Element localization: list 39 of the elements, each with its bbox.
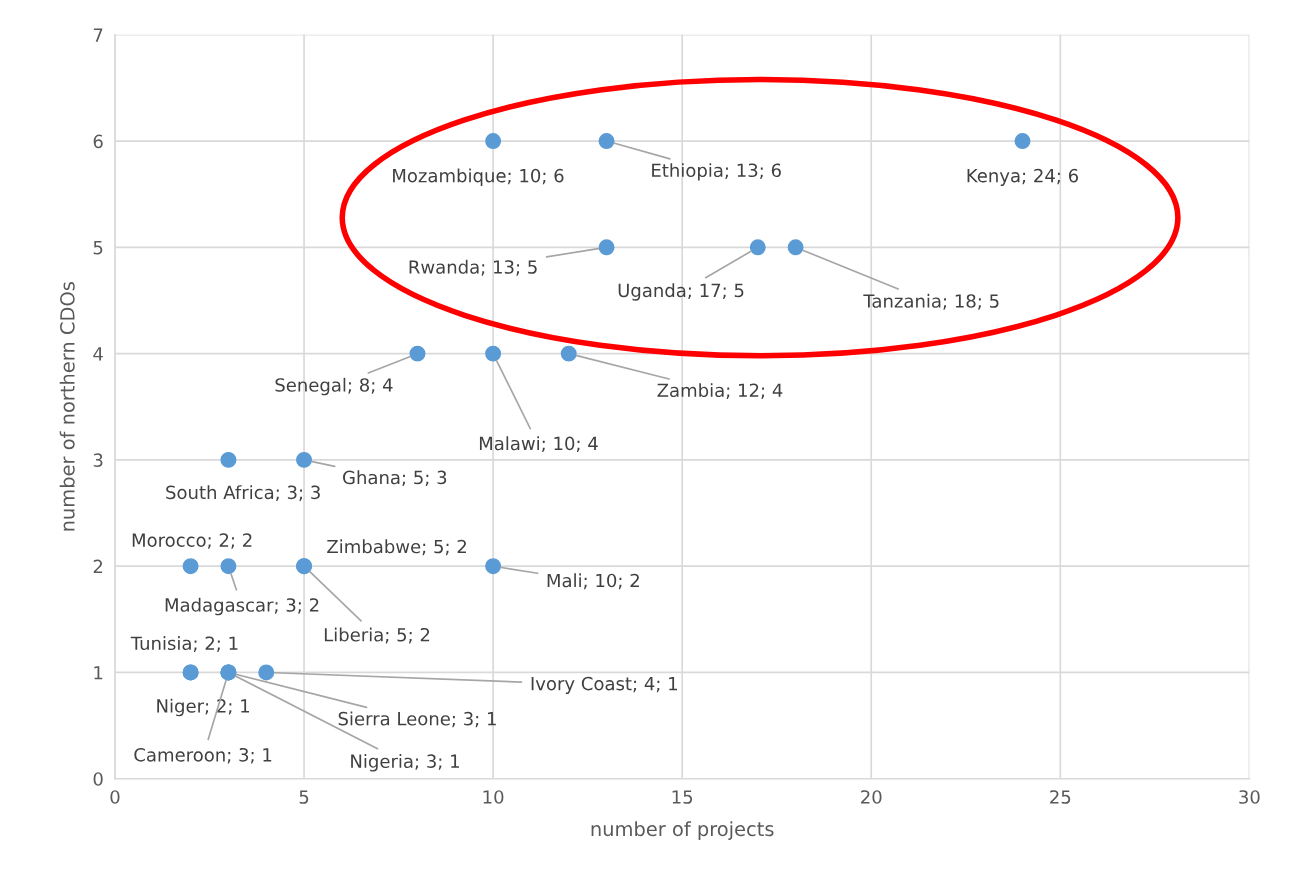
y-axis-title: number of northern CDOs: [59, 282, 75, 531]
annotation: Kenya; 24; 6: [967, 168, 1079, 186]
y-tick-label: 7: [93, 28, 103, 42]
annotation: Senegal; 8; 4: [275, 377, 393, 396]
x-tick-label: 30: [1239, 790, 1260, 804]
annotation: Rwanda; 13; 5: [409, 259, 537, 276]
annotation: Ethiopia; 13; 6: [652, 163, 781, 181]
annotation: Liberia; 5; 2: [324, 627, 430, 644]
x-tick-label: 10: [483, 790, 504, 804]
annotation: Mali; 10; 2: [547, 573, 639, 590]
annotation: Ivory Coast; 4; 1: [531, 676, 677, 694]
y-tick-label: 1: [94, 666, 103, 680]
annotation: Madagascar; 3; 2: [165, 597, 319, 616]
x-axis-title: number of projects: [591, 821, 774, 841]
y-tick-label: 2: [93, 559, 103, 574]
annotation: Sierra Leone; 3; 1: [338, 711, 496, 728]
annotation: South Africa; 3; 3: [166, 485, 320, 501]
y-tick-label: 0: [93, 772, 103, 786]
annotation: Morocco; 2; 2: [132, 533, 252, 549]
x-tick-label: 25: [1050, 790, 1071, 804]
y-tick-label: 3: [93, 453, 103, 468]
x-tick-label: 5: [299, 790, 309, 804]
y-tick-label: 6: [93, 134, 103, 149]
annotation: Mozambique; 10; 6: [393, 168, 564, 186]
x-tick-label: 20: [861, 790, 882, 804]
annotation: Ghana; 5; 3: [343, 470, 447, 487]
y-tick-label: 4: [93, 347, 103, 361]
annotation: Zimbabwe; 5; 2: [327, 539, 466, 556]
y-tick-label: 5: [93, 241, 103, 255]
annotation: Cameroon; 3; 1: [134, 747, 272, 764]
annotation: Zambia; 12; 4: [657, 383, 783, 399]
annotation: Tunisia; 2; 1: [130, 636, 238, 652]
annotation: Uganda; 17; 5: [618, 283, 744, 301]
x-tick-label: 0: [110, 790, 120, 804]
annotation: Tanzania; 18; 5: [863, 293, 999, 310]
annotation: Nigeria; 3; 1: [351, 754, 459, 772]
annotation: Malawi; 10; 4: [479, 436, 598, 453]
annotation: Niger; 2; 1: [157, 698, 249, 717]
x-tick-label: 15: [672, 790, 693, 804]
